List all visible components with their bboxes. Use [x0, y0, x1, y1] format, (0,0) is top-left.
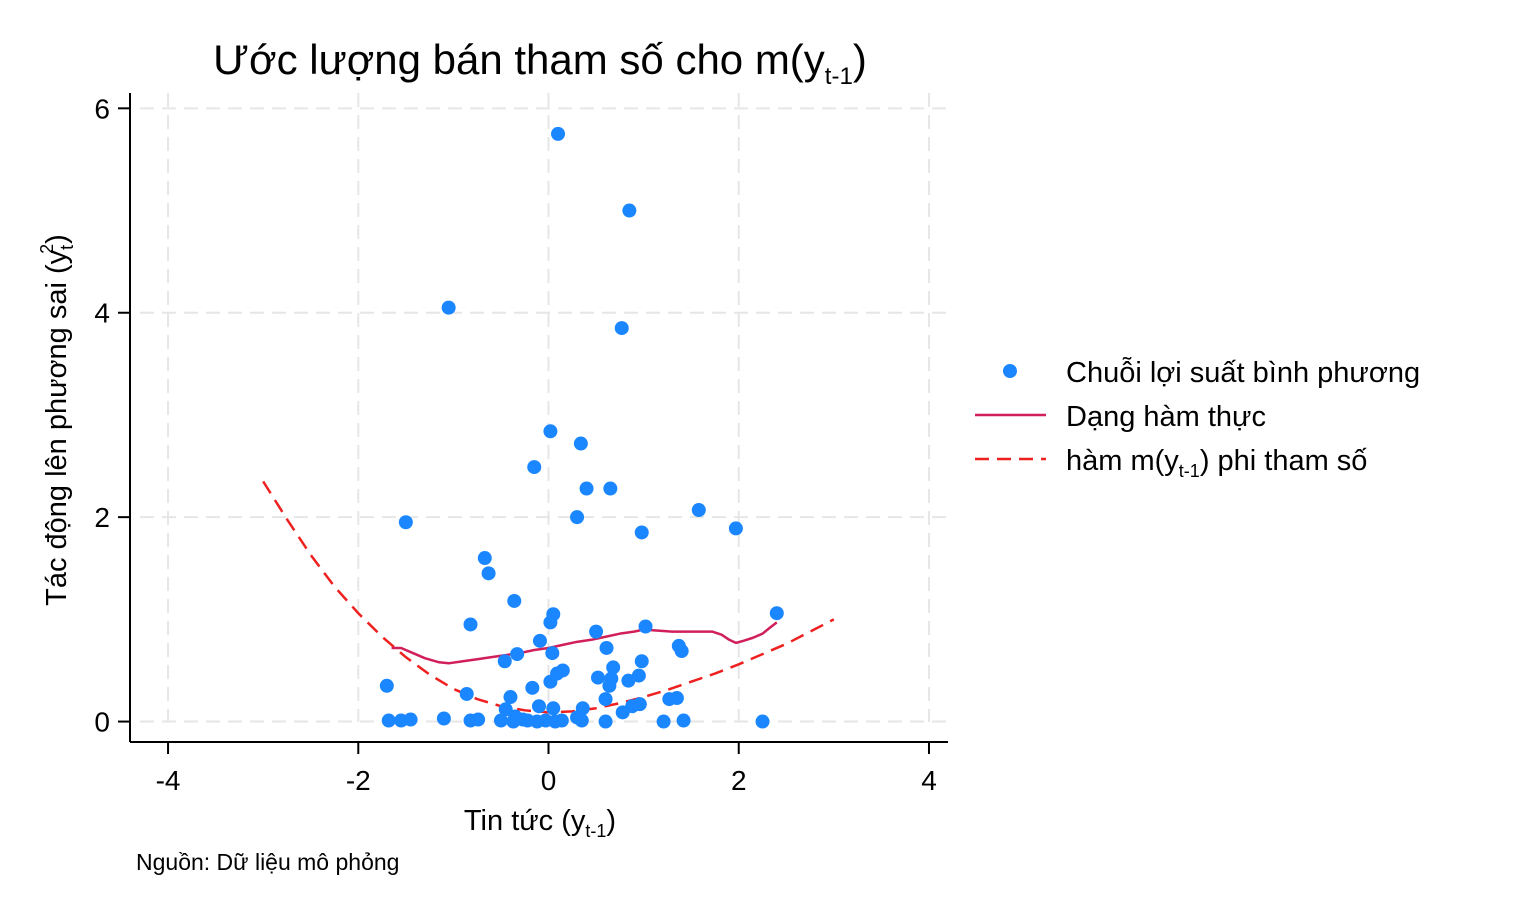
data-point [507, 593, 522, 608]
data-point [525, 680, 540, 695]
data-point [527, 460, 542, 475]
data-point [599, 640, 614, 655]
data-point [631, 668, 646, 683]
data-point [622, 203, 637, 218]
data-point [381, 713, 396, 728]
data-point [676, 713, 691, 728]
data-point [769, 606, 784, 621]
data-point [634, 654, 649, 669]
data-point [493, 713, 508, 728]
data-point [481, 566, 496, 581]
plot-area [262, 126, 835, 729]
data-point [606, 660, 621, 675]
data-point [398, 515, 413, 530]
data-point [463, 617, 478, 632]
data-point [602, 678, 617, 693]
true-function-line [391, 621, 778, 665]
legend: Chuỗi lợi suất bình phương Dạng hàm thực… [975, 356, 1420, 481]
x-axis-label: Tin tức (yt-1) [464, 805, 616, 841]
data-point [551, 126, 566, 141]
data-point [532, 699, 546, 714]
data-point [570, 510, 585, 525]
data-point [579, 481, 594, 496]
data-point [546, 701, 561, 716]
data-point [543, 615, 558, 630]
data-point [459, 686, 474, 701]
legend-label-true-line: Dạng hàm thực [1066, 401, 1266, 433]
data-point [598, 714, 613, 729]
data-point [589, 624, 604, 639]
data-point [614, 321, 629, 336]
source-note: Nguồn: Dữ liệu mô phỏng [136, 849, 399, 875]
data-point [441, 300, 456, 315]
data-point [634, 525, 649, 540]
data-point [598, 692, 613, 707]
x-tick-label: 4 [921, 765, 937, 796]
data-point [621, 673, 636, 688]
x-tick-label: -2 [346, 765, 371, 796]
data-point [498, 702, 513, 717]
data-point [403, 712, 418, 727]
data-point [497, 654, 512, 669]
y-axis-label: Tác động lên phương sai (yt2) [37, 234, 77, 606]
data-point [545, 646, 560, 661]
y-tick-label: 2 [94, 502, 110, 533]
y-tick-label: 4 [94, 298, 110, 329]
x-tick-label: 2 [731, 765, 747, 796]
data-point [674, 644, 689, 659]
data-point [510, 647, 525, 662]
data-point [638, 619, 653, 634]
data-point [574, 713, 589, 728]
data-point [669, 691, 684, 706]
y-tick-label: 0 [94, 707, 110, 738]
data-point [603, 481, 618, 496]
data-point [379, 678, 394, 693]
data-point [590, 670, 605, 685]
x-tick-label: -4 [156, 765, 181, 796]
legend-label-np-line: hàm m(yt-1) phi tham số [1066, 445, 1367, 481]
legend-marker-points [1003, 364, 1017, 378]
chart-title: Ước lượng bán tham số cho m(yt-1) [213, 36, 867, 90]
data-point [554, 713, 569, 728]
data-point [656, 714, 671, 729]
data-point [691, 502, 706, 517]
axes [129, 93, 948, 743]
x-tick-label: 0 [541, 765, 557, 796]
data-point [543, 424, 558, 439]
data-point [477, 551, 492, 566]
data-point [615, 705, 630, 720]
legend-label-points: Chuỗi lợi suất bình phương [1066, 356, 1420, 389]
data-point [543, 674, 558, 689]
ticks: -4 -2 0 2 4 0 2 4 6 [94, 93, 936, 796]
data-point [503, 690, 518, 705]
data-point [471, 712, 486, 727]
data-point [532, 633, 547, 648]
data-point [573, 436, 588, 451]
data-point [755, 714, 770, 729]
y-tick-label: 6 [94, 93, 110, 124]
data-point [436, 711, 451, 726]
data-point [728, 521, 743, 536]
grid-lines [140, 93, 948, 723]
